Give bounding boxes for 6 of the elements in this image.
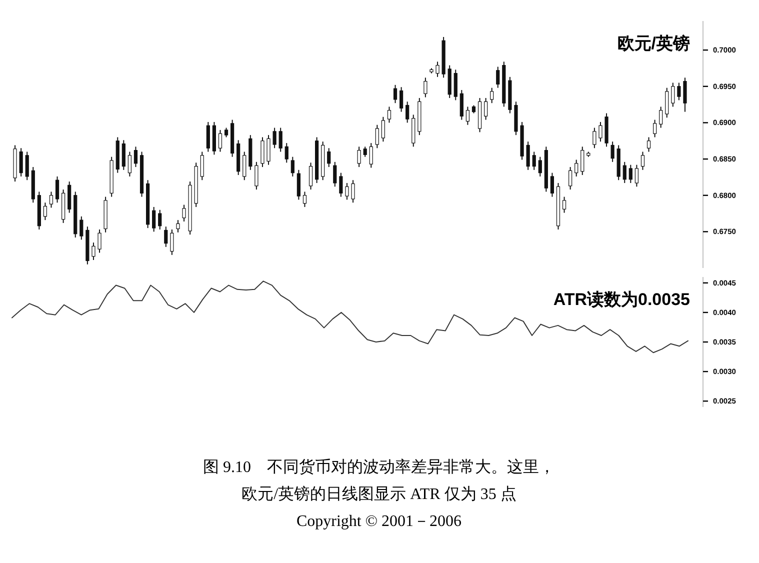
line-series	[12, 280, 688, 354]
text: 欧元/英镑	[617, 34, 690, 53]
text: ATR读数为0.0035	[553, 290, 690, 309]
caption: 图 9.10 不同货币对的波动率差异非常大。这里，	[203, 458, 555, 476]
text: 欧元/英镑的日线图显示 ATR 仅为 35 点	[242, 485, 516, 503]
text: Copyright © 2001－2006	[296, 513, 462, 530]
